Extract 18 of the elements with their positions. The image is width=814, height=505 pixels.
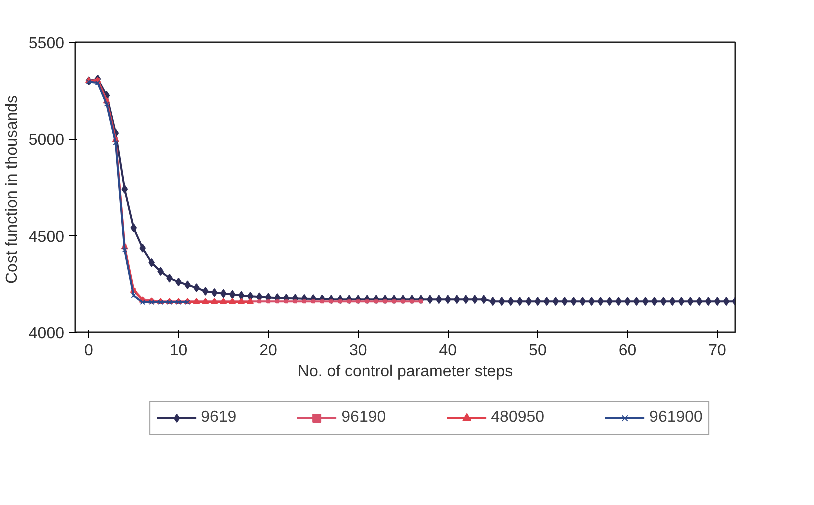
y-axis-title: Cost function in thousands bbox=[4, 95, 21, 284]
legend-label: 96190 bbox=[342, 409, 386, 427]
legend-label: 9619 bbox=[201, 409, 237, 427]
x-tick-label: 60 bbox=[618, 342, 637, 360]
x-axis-title: No. of control parameter steps bbox=[298, 364, 514, 380]
x-tick-label: 70 bbox=[708, 342, 727, 360]
y-tick-label: 5500 bbox=[28, 36, 65, 52]
x-tick-label: 10 bbox=[170, 342, 188, 360]
x-tick-label: 30 bbox=[349, 342, 368, 360]
x-tick-label: 0 bbox=[84, 342, 94, 360]
y-tick-label: 4000 bbox=[28, 326, 65, 342]
legend-label: 961900 bbox=[650, 409, 703, 427]
x-tick-label: 50 bbox=[529, 342, 547, 360]
y-tick-label: 4500 bbox=[28, 228, 65, 246]
y-tick-label: 5000 bbox=[28, 132, 65, 150]
legend-label: 480950 bbox=[491, 409, 545, 427]
x-tick-label: 40 bbox=[439, 342, 458, 360]
x-tick-label: 20 bbox=[260, 342, 278, 360]
